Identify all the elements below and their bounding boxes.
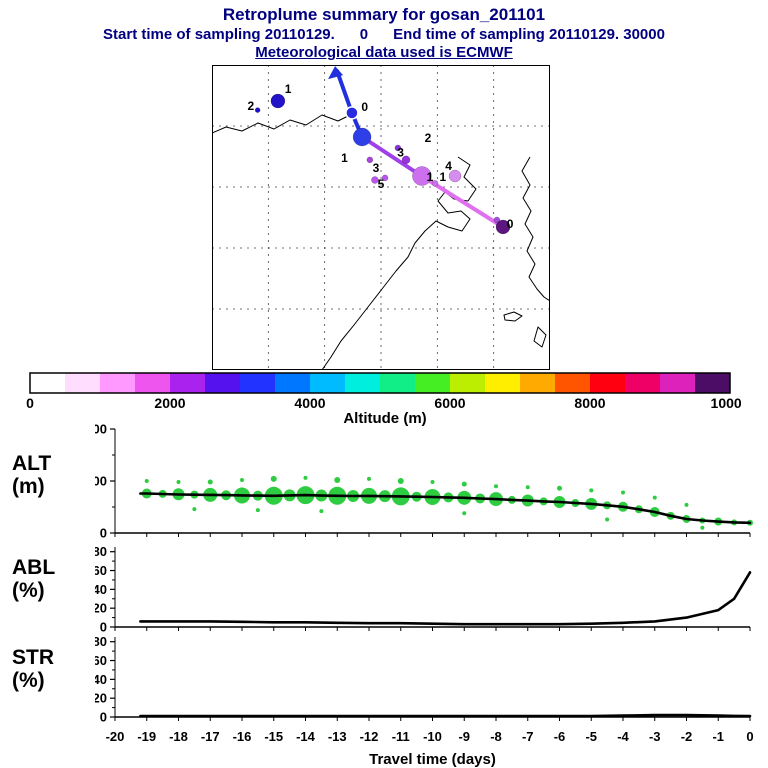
str-panel-unit: (%) bbox=[12, 669, 45, 692]
met-data-line: Meteorological data used is ECMWF bbox=[255, 44, 513, 61]
svg-text:5000: 5000 bbox=[95, 474, 107, 489]
svg-text:-7: -7 bbox=[522, 729, 534, 744]
abl-panel-title: ABL bbox=[12, 556, 56, 579]
svg-text:1: 1 bbox=[285, 82, 292, 96]
svg-text:80: 80 bbox=[95, 544, 107, 559]
svg-text:60: 60 bbox=[95, 653, 107, 668]
svg-text:3: 3 bbox=[373, 161, 380, 175]
svg-text:-18: -18 bbox=[169, 729, 188, 744]
svg-text:-13: -13 bbox=[328, 729, 347, 744]
svg-text:0: 0 bbox=[100, 710, 107, 725]
svg-text:-1: -1 bbox=[712, 729, 724, 744]
svg-text:6000: 6000 bbox=[434, 395, 465, 411]
svg-text:0: 0 bbox=[361, 100, 368, 114]
svg-text:4000: 4000 bbox=[294, 395, 325, 411]
svg-text:-8: -8 bbox=[490, 729, 502, 744]
figure-title: Retroplume summary for gosan_201101 bbox=[222, 5, 546, 24]
svg-text:-12: -12 bbox=[360, 729, 379, 744]
svg-text:10000: 10000 bbox=[711, 395, 741, 411]
svg-text:0: 0 bbox=[507, 217, 514, 231]
svg-text:1: 1 bbox=[427, 170, 434, 184]
svg-text:-16: -16 bbox=[233, 729, 252, 744]
altitude-colorbar: 0 2000 4000 6000 8000 10000 Altitude (m) bbox=[26, 372, 741, 426]
svg-text:-6: -6 bbox=[554, 729, 566, 744]
svg-text:Altitude (m): Altitude (m) bbox=[343, 410, 426, 426]
svg-text:-11: -11 bbox=[392, 729, 410, 744]
str-panel-label: STR (%) bbox=[12, 646, 96, 692]
sampling-times-line: Start time of sampling 20110129. 0 End t… bbox=[103, 26, 665, 43]
svg-text:-2: -2 bbox=[681, 729, 693, 744]
str-panel-title: STR bbox=[12, 646, 54, 669]
svg-text:1: 1 bbox=[341, 151, 348, 165]
svg-text:-3: -3 bbox=[649, 729, 661, 744]
svg-text:2: 2 bbox=[425, 131, 432, 145]
svg-text:3: 3 bbox=[397, 146, 404, 160]
svg-text:80: 80 bbox=[95, 634, 107, 649]
abl-panel-unit: (%) bbox=[12, 579, 45, 602]
svg-text:60: 60 bbox=[95, 563, 107, 578]
svg-text:0: 0 bbox=[100, 526, 107, 541]
svg-text:1: 1 bbox=[440, 170, 447, 184]
svg-text:5: 5 bbox=[378, 177, 385, 191]
svg-text:0: 0 bbox=[26, 395, 34, 411]
abl-panel-label: ABL (%) bbox=[12, 556, 96, 602]
svg-text:20: 20 bbox=[95, 601, 107, 616]
svg-text:40: 40 bbox=[95, 672, 107, 687]
svg-text:-15: -15 bbox=[264, 729, 283, 744]
svg-text:4: 4 bbox=[445, 159, 452, 173]
svg-text:2000: 2000 bbox=[154, 395, 185, 411]
svg-text:-19: -19 bbox=[137, 729, 156, 744]
svg-text:20: 20 bbox=[95, 691, 107, 706]
svg-text:Travel time (days): Travel time (days) bbox=[369, 751, 496, 768]
alt-panel-title: ALT bbox=[12, 452, 52, 475]
svg-text:40: 40 bbox=[95, 582, 107, 597]
svg-text:-9: -9 bbox=[458, 729, 470, 744]
alt-panel-label: ALT (m) bbox=[12, 452, 96, 498]
svg-text:-14: -14 bbox=[296, 729, 316, 744]
svg-text:10000: 10000 bbox=[95, 424, 107, 437]
svg-text:0: 0 bbox=[100, 620, 107, 635]
svg-text:8000: 8000 bbox=[574, 395, 605, 411]
svg-text:-4: -4 bbox=[617, 729, 629, 744]
svg-text:-10: -10 bbox=[423, 729, 442, 744]
svg-text:-20: -20 bbox=[106, 729, 125, 744]
svg-text:0: 0 bbox=[746, 729, 753, 744]
alt-panel-unit: (m) bbox=[12, 475, 45, 498]
timeseries-panels: 0500010000020406080020406080-20-19-18-17… bbox=[95, 424, 754, 768]
svg-text:2: 2 bbox=[248, 99, 255, 113]
svg-text:-5: -5 bbox=[585, 729, 597, 744]
svg-text:-17: -17 bbox=[201, 729, 220, 744]
